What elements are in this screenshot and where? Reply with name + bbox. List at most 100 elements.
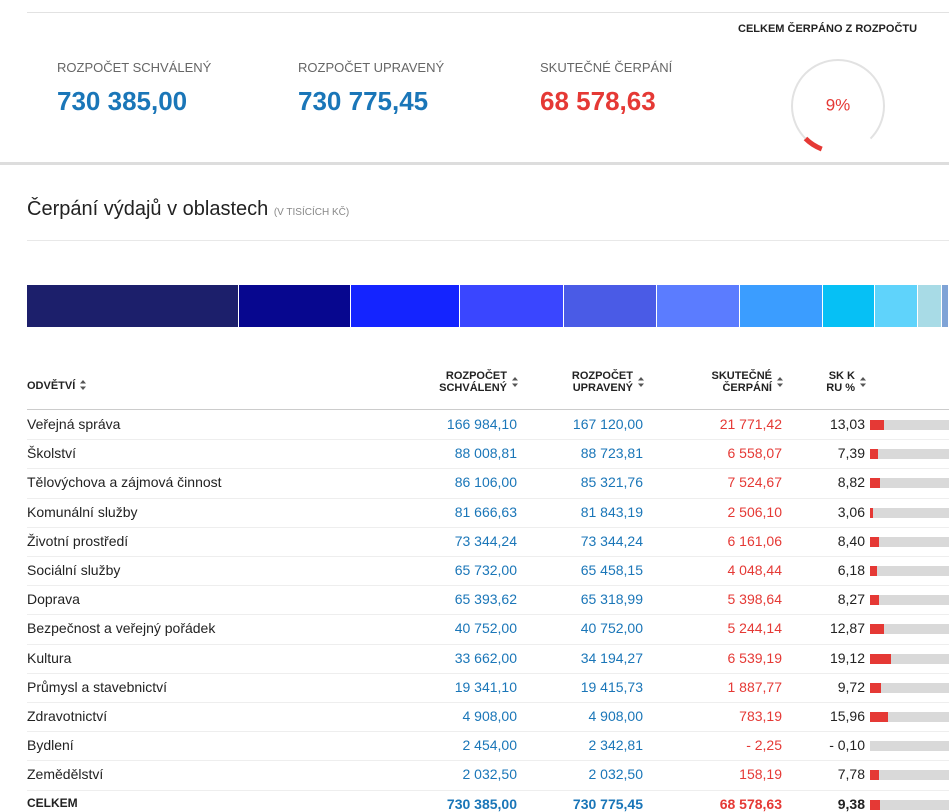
progress-track (870, 712, 949, 722)
cell: 86 106,00 (454, 474, 517, 491)
cell: - 2,25 (746, 737, 782, 754)
row-rule (27, 789, 949, 791)
cell: 2 506,10 (727, 503, 783, 520)
gauge-title: CELKEM ČERPÁNO Z ROZPOČTU (738, 23, 918, 35)
progress-fill (870, 595, 880, 606)
progress-track (870, 653, 949, 664)
strip-segment (656, 285, 741, 327)
color-strip (27, 285, 949, 327)
summary-value: 730 385,00 (57, 86, 188, 116)
cell: 4 908,00 (462, 708, 518, 724)
progress-fill (870, 770, 879, 781)
separator (0, 162, 949, 165)
row-rule (27, 556, 949, 557)
cell: 85 321,76 (580, 474, 643, 491)
strip-segment (563, 285, 657, 327)
row-rule (27, 468, 949, 470)
gauge-value-arc (803, 136, 823, 152)
cell: 13,03 (829, 416, 865, 432)
progress-track (870, 507, 949, 518)
progress-track (870, 799, 949, 810)
cell: 40 752,00 (580, 620, 643, 637)
summary-value: 730 775,45 (298, 86, 429, 116)
progress-fill (870, 536, 880, 547)
cell: 9,38 (837, 795, 865, 812)
progress-track (870, 536, 949, 547)
cell: 6 539,19 (727, 649, 783, 666)
sort-icon[interactable] (79, 379, 87, 391)
sort-icon[interactable] (859, 376, 867, 388)
progress-fill (870, 507, 874, 518)
progress-fill (870, 420, 885, 430)
cell: 3,06 (837, 503, 865, 520)
cell: 7 524,67 (727, 474, 783, 491)
top-rule (27, 12, 949, 13)
progress-fill (870, 799, 881, 810)
progress-fill (870, 624, 885, 635)
cell: 730 775,45 (572, 795, 643, 812)
row-rule (27, 643, 949, 645)
column-header[interactable]: ROZPOČET SCHVÁLENÝ (435, 370, 519, 394)
cell: 5 244,14 (727, 620, 783, 637)
summary-label: SKUTEČNÉ ČERPÁNÍ (540, 60, 673, 75)
summary-label: ROZPOČET UPRAVENÝ (298, 60, 445, 75)
cell: 1 887,77 (727, 678, 783, 695)
cell: 167 120,00 (572, 416, 643, 432)
cell: 4 908,00 (588, 708, 644, 724)
progress-track (870, 741, 949, 752)
cell: Bezpečnost a veřejný pořádek (27, 620, 216, 637)
column-header[interactable]: ODVĚTVÍ (27, 376, 87, 394)
row-rule (27, 731, 949, 733)
cell: 2 454,00 (462, 737, 518, 754)
header-text: ROZPOČET UPRAVENÝ (571, 370, 633, 394)
cell: 6,18 (837, 562, 865, 578)
column-header[interactable]: SKUTEČNÉ ČERPÁNÍ (706, 370, 784, 394)
cell: 15,96 (829, 708, 865, 724)
cell: 21 771,42 (719, 416, 782, 432)
section-unit: (V TISÍCÍCH KČ) (273, 207, 350, 218)
row-rule (27, 585, 949, 587)
cell: 2 032,50 (462, 766, 518, 783)
section-title: Čerpání výdajů v oblastech (V TISÍCÍCH K… (27, 198, 349, 221)
column-header[interactable]: ROZPOČET UPRAVENÝ (561, 370, 645, 394)
cell: 6 558,07 (727, 445, 783, 462)
cell: 7,39 (837, 445, 865, 462)
row-rule (27, 702, 949, 703)
cell: Bydlení (27, 737, 74, 754)
header-text: SK K RU % (826, 370, 855, 394)
cell: 730 385,00 (446, 795, 517, 812)
progress-track (870, 449, 949, 460)
cell: 19 415,73 (580, 678, 643, 695)
header-text: ODVĚTVÍ (27, 380, 76, 392)
cell: 81 666,63 (454, 503, 517, 520)
row-rule (27, 614, 949, 616)
cell: 158,19 (739, 766, 782, 783)
cell: 12,87 (829, 620, 865, 637)
progress-fill (870, 682, 881, 693)
cell: 88 723,81 (580, 445, 643, 462)
row-rule (27, 497, 949, 499)
cell: 81 843,19 (580, 503, 643, 520)
cell: Školství (27, 445, 77, 462)
cell: 166 984,10 (446, 416, 517, 432)
cell: Komunální služby (27, 503, 138, 520)
cell: 40 752,00 (454, 620, 517, 637)
cell: 6 161,06 (727, 532, 783, 549)
cell: Průmysl a stavebnictví (27, 678, 168, 695)
cell: - 0,10 (829, 737, 865, 754)
progress-fill (870, 449, 879, 460)
summary-label: ROZPOČET SCHVÁLENÝ (57, 60, 212, 75)
cell: 34 194,27 (580, 649, 643, 666)
cell: 2 342,81 (588, 737, 644, 754)
strip-segment (460, 285, 564, 327)
cell: Doprava (27, 591, 80, 608)
sort-icon[interactable] (637, 376, 645, 388)
progress-track (870, 478, 949, 489)
summary-value: 68 578,63 (540, 86, 656, 116)
sort-icon[interactable] (776, 376, 784, 388)
progress-fill (870, 478, 880, 489)
cell: 8,27 (837, 591, 865, 608)
sort-icon[interactable] (511, 376, 519, 388)
column-header[interactable]: SK K RU % (825, 370, 867, 394)
